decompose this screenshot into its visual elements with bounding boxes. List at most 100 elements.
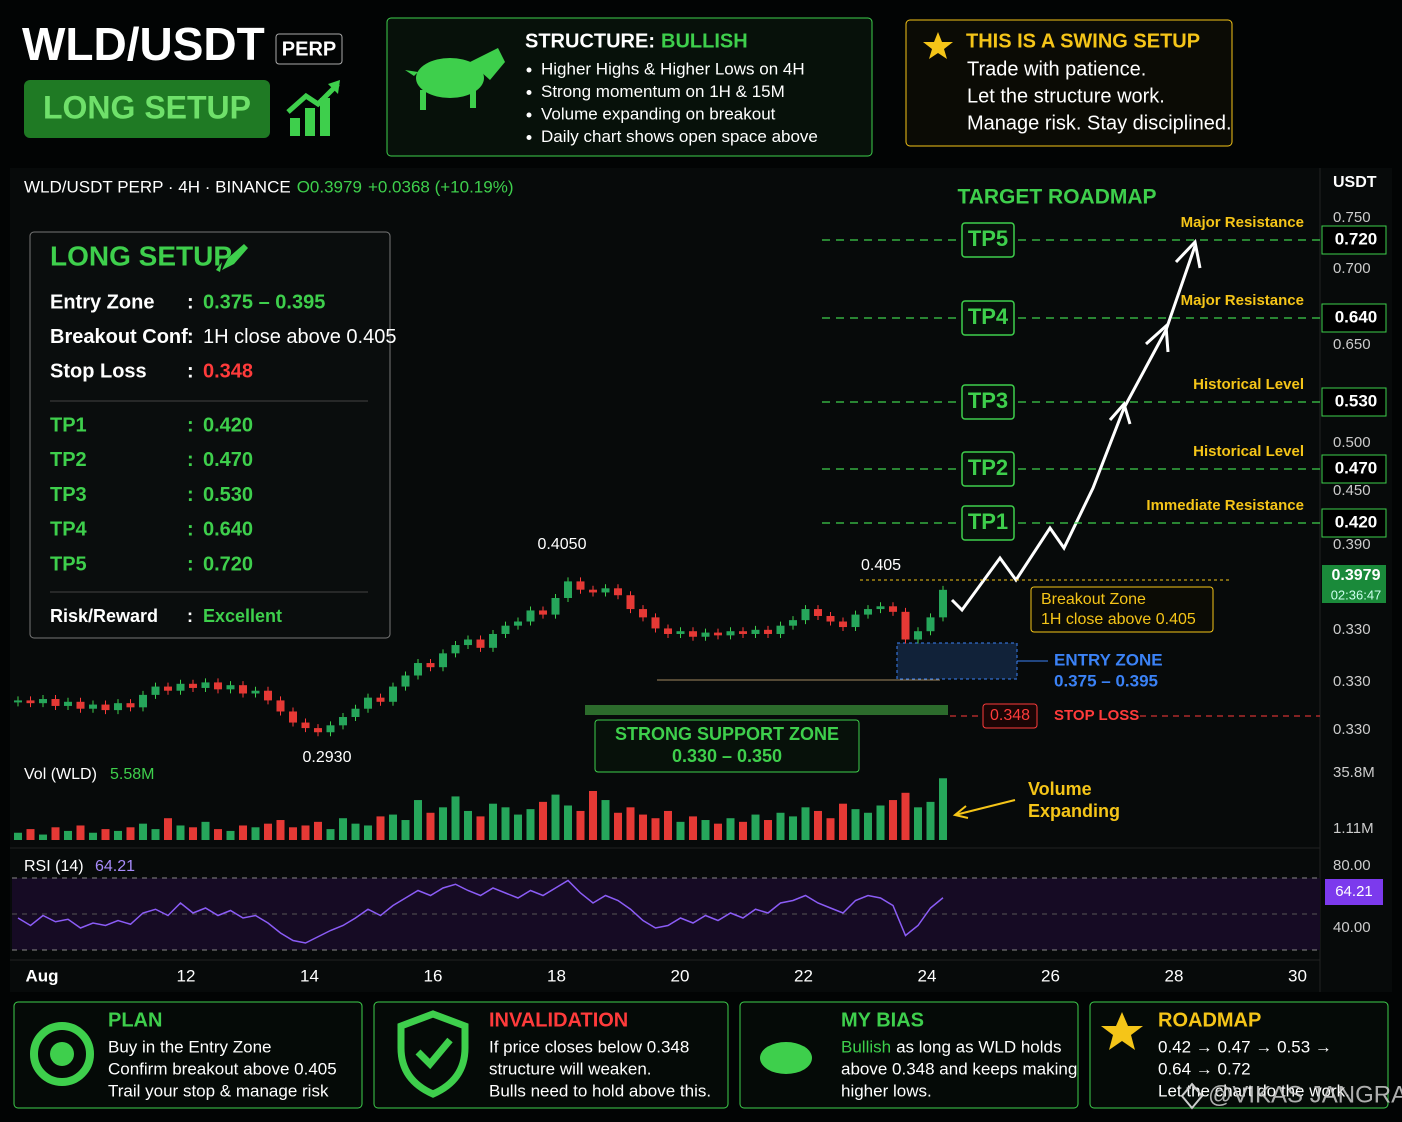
price-tag bbox=[1321, 225, 1387, 255]
volume-bar bbox=[139, 823, 147, 840]
row-value: 1H close above 0.405 bbox=[203, 326, 396, 348]
setup-label: LONG SETUP bbox=[43, 89, 251, 125]
label: 64.21 bbox=[95, 858, 135, 875]
level-note: Major Resistance bbox=[1181, 214, 1304, 231]
volume-bar bbox=[714, 823, 722, 840]
tp-label: TP1 bbox=[50, 414, 87, 436]
date-label: 20 bbox=[671, 966, 690, 985]
tp-tag bbox=[961, 384, 1015, 420]
card bbox=[1089, 1001, 1389, 1109]
star-icon bbox=[1101, 1012, 1143, 1050]
title: WLD/USDT bbox=[22, 18, 265, 70]
setup-badge bbox=[24, 80, 270, 138]
timer: 02:36:47 bbox=[1331, 587, 1382, 602]
volume-bar bbox=[389, 814, 397, 840]
candle bbox=[64, 701, 72, 706]
separator: : bbox=[187, 606, 193, 626]
swing-title: THIS IS A SWING SETUP bbox=[966, 30, 1200, 52]
volume-bar bbox=[664, 810, 672, 840]
volume-bar bbox=[14, 832, 22, 840]
date-label: 22 bbox=[794, 966, 813, 985]
volume-bar bbox=[751, 814, 760, 840]
volume-bar bbox=[289, 827, 297, 840]
price-tag bbox=[1321, 303, 1387, 333]
price-tag-label: 0.530 bbox=[1335, 391, 1378, 410]
volume-bar bbox=[764, 820, 772, 840]
tp-value: 0.470 bbox=[203, 449, 253, 471]
candle bbox=[389, 686, 397, 702]
volume-bar bbox=[489, 803, 497, 840]
row-label: Entry Zone bbox=[50, 291, 154, 313]
candle bbox=[139, 694, 147, 708]
volume-bar bbox=[51, 827, 60, 840]
breakout-box bbox=[1030, 586, 1214, 633]
roadmap-title: TARGET ROADMAP bbox=[957, 186, 1156, 209]
tp-label: TP4 bbox=[50, 519, 88, 541]
candle bbox=[164, 686, 172, 691]
axis-label: 0.390 bbox=[1333, 536, 1371, 553]
separator: : bbox=[187, 414, 194, 436]
axis-label: 0.750 bbox=[1333, 209, 1371, 226]
volume-bar bbox=[314, 821, 322, 840]
point: Volume expanding on breakout bbox=[541, 104, 776, 123]
axis-label: 0.700 bbox=[1333, 260, 1371, 277]
card-line: 0.42 → 0.47 → 0.53 → bbox=[1158, 1037, 1332, 1056]
candle bbox=[826, 615, 835, 622]
separator: : bbox=[187, 360, 194, 382]
volume-bar bbox=[814, 810, 822, 840]
level-note: Major Resistance bbox=[1181, 292, 1304, 309]
candle bbox=[764, 629, 772, 634]
tp-tag-label: TP4 bbox=[968, 304, 1009, 329]
tp-value: 0.530 bbox=[203, 484, 253, 506]
target-icon bbox=[50, 1042, 74, 1066]
price-tag bbox=[1321, 454, 1387, 484]
point: Higher Highs & Higher Lows on 4H bbox=[541, 59, 805, 78]
candle bbox=[676, 631, 685, 634]
volume-bar bbox=[414, 800, 422, 840]
card-title: ROADMAP bbox=[1158, 1009, 1261, 1031]
candle bbox=[189, 683, 197, 688]
candle bbox=[514, 621, 522, 626]
candle bbox=[639, 609, 647, 618]
date-label: 12 bbox=[177, 966, 196, 985]
row-value: 0.348 bbox=[203, 360, 253, 382]
row-label: Breakout Conf bbox=[50, 326, 188, 348]
price-tag-label: 0.470 bbox=[1335, 458, 1378, 477]
watermark: @VIKAS JANGRA bbox=[1208, 1081, 1402, 1108]
volume-bar bbox=[76, 825, 85, 840]
tp-tag-label: TP3 bbox=[968, 388, 1008, 413]
candle bbox=[551, 597, 560, 615]
candle bbox=[876, 606, 885, 610]
price-tag-label: 0.640 bbox=[1335, 307, 1378, 326]
candle bbox=[626, 595, 635, 610]
candle bbox=[451, 645, 460, 654]
volume-bar bbox=[839, 803, 847, 840]
candle bbox=[689, 631, 697, 637]
volume-bar bbox=[301, 825, 310, 840]
bullet bbox=[526, 67, 532, 73]
level-note: Immediate Resistance bbox=[1146, 497, 1304, 514]
label: STOP LOSS bbox=[1054, 707, 1139, 724]
candle bbox=[364, 697, 372, 709]
volume-bar bbox=[189, 827, 197, 840]
candle bbox=[426, 663, 435, 668]
candle bbox=[239, 685, 247, 694]
card-line: higher lows. bbox=[841, 1081, 932, 1100]
volume-bar bbox=[251, 827, 260, 840]
swing-line: Manage risk. Stay disciplined. bbox=[967, 112, 1232, 134]
volume-bar bbox=[801, 807, 810, 840]
volume-bar bbox=[639, 814, 647, 840]
label: 0.2930 bbox=[303, 749, 352, 766]
label: STRONG SUPPORT ZONE bbox=[615, 724, 839, 744]
entry-zone bbox=[896, 642, 1018, 680]
candle bbox=[814, 609, 822, 616]
currency: USDT bbox=[1333, 174, 1377, 191]
tp-tag bbox=[961, 222, 1015, 258]
candle bbox=[314, 728, 322, 733]
candle bbox=[939, 589, 947, 618]
volume-bar bbox=[226, 830, 235, 840]
card-line: as long as WLD holds bbox=[896, 1037, 1061, 1056]
candle bbox=[501, 625, 510, 634]
volume-bar bbox=[39, 834, 47, 840]
candle bbox=[464, 639, 472, 646]
